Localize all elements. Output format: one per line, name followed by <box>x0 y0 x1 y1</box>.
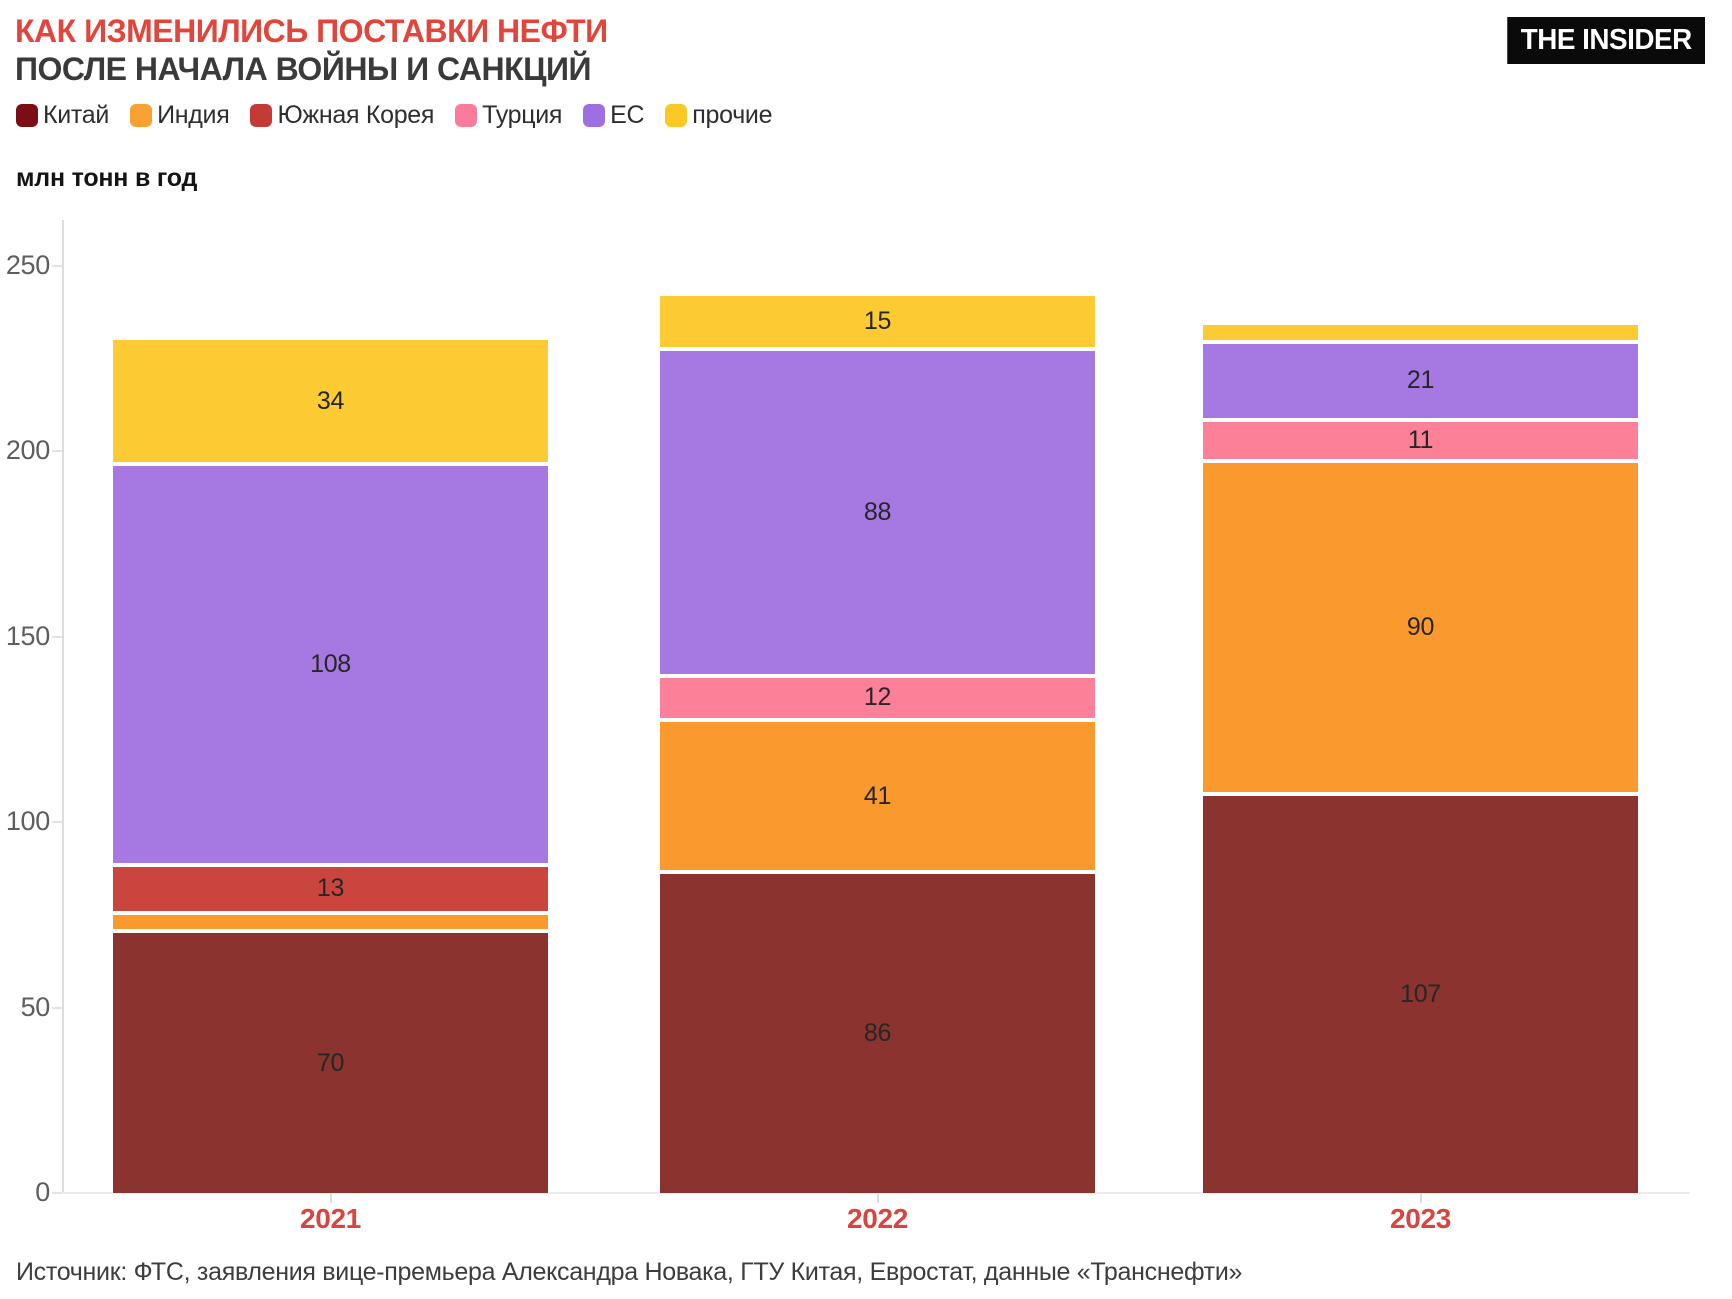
legend-swatch <box>16 104 38 127</box>
legend-swatch <box>583 104 606 127</box>
legend-item-Китай: Китай <box>16 101 109 130</box>
legend-swatch <box>130 104 153 127</box>
bar-segment-Турция-2023: 11 <box>1203 421 1638 463</box>
legend-label: Индия <box>157 101 230 129</box>
segment-value-label: 108 <box>310 649 351 678</box>
segment-value-label: 34 <box>316 386 345 415</box>
legend-swatch <box>455 104 478 127</box>
segment-value-label: 41 <box>863 781 892 810</box>
segment-value-label: 70 <box>316 1048 345 1077</box>
bar-segment-прочие-2023 <box>1203 325 1638 344</box>
x-axis-year-label-2021: 2021 <box>299 1203 362 1234</box>
bar-segment-Южная Корея-2021: 13 <box>113 866 548 915</box>
y-tick-label: 200 <box>5 435 50 466</box>
legend-label: Китай <box>43 101 110 129</box>
legend-swatch <box>665 104 688 127</box>
y-tick-label: 250 <box>5 250 50 280</box>
segment-value-label: 12 <box>863 683 892 712</box>
bar-segment-Индия-2023: 90 <box>1203 462 1638 797</box>
legend-item-Индия: Индия <box>130 101 230 130</box>
x-axis-baseline <box>62 1192 1690 1194</box>
legend-label: ЕС <box>610 101 645 129</box>
segment-value-label: 88 <box>863 497 892 526</box>
legend-item-Южная Корея: Южная Корея <box>250 101 434 130</box>
x-tick-mark <box>1419 1194 1422 1203</box>
chart-title-line1: КАК ИЗМЕНИЛИСЬ ПОСТАВКИ НЕФТИ <box>15 13 608 49</box>
bar-segment-прочие-2021: 34 <box>113 340 548 467</box>
chart-title: КАК ИЗМЕНИЛИСЬ ПОСТАВКИ НЕФТИ ПОСЛЕ НАЧА… <box>15 12 608 88</box>
segment-value-label: 13 <box>316 874 345 903</box>
legend-label: Турция <box>482 101 563 129</box>
bar-segment-прочие-2022: 15 <box>660 295 1095 352</box>
x-tick-mark <box>329 1194 332 1203</box>
y-tick-mark <box>52 635 62 638</box>
bar-segment-Индия-2021 <box>113 914 548 934</box>
y-tick-mark <box>52 1192 62 1194</box>
legend-item-прочие: прочие <box>665 101 772 130</box>
x-axis-year-label-2022: 2022 <box>846 1203 909 1234</box>
chart-legend: Китай Индия Южная Корея Турция ЕС прочие <box>16 101 772 130</box>
segment-value-label: 15 <box>863 306 892 335</box>
source-attribution: Источник: ФТС, заявления вице-премьера А… <box>16 1258 1243 1286</box>
bar-segment-Китай-2022: 86 <box>660 874 1095 1193</box>
segment-value-label: 11 <box>1407 425 1434 454</box>
y-axis-line <box>62 220 64 1193</box>
x-axis-year-label-2023: 2023 <box>1389 1203 1452 1234</box>
the-insider-logo: THE INSIDER <box>1507 17 1705 64</box>
legend-swatch <box>250 104 273 127</box>
segment-value-label: 90 <box>1406 612 1435 641</box>
legend-item-Турция: Турция <box>455 101 562 130</box>
bar-segment-ЕС-2022: 88 <box>660 351 1095 678</box>
y-tick-label: 100 <box>5 806 50 837</box>
y-tick-mark <box>52 1006 62 1009</box>
segment-value-label: 107 <box>1400 980 1441 1009</box>
chart-title-line2: ПОСЛЕ НАЧАЛА ВОЙНЫ И САНКЦИЙ <box>15 51 591 87</box>
bar-segment-Китай-2023: 107 <box>1203 796 1638 1193</box>
y-tick-label: 150 <box>5 620 50 651</box>
legend-item-ЕС: ЕС <box>583 101 645 130</box>
bar-segment-Турция-2022: 12 <box>660 677 1095 723</box>
segment-value-label: 86 <box>863 1019 892 1048</box>
bar-segment-Индия-2022: 41 <box>660 722 1095 875</box>
y-tick-label: 50 <box>20 991 51 1022</box>
y-axis-units-label: млн тонн в год <box>16 164 198 192</box>
bar-segment-ЕС-2023: 21 <box>1203 343 1638 422</box>
y-tick-mark <box>52 821 62 824</box>
x-tick-mark <box>876 1194 879 1203</box>
bar-segment-ЕС-2021: 108 <box>113 466 548 867</box>
y-tick-label: 0 <box>35 1177 50 1207</box>
legend-label: Южная Корея <box>277 101 435 129</box>
y-tick-mark <box>52 450 62 453</box>
y-tick-mark <box>52 265 62 267</box>
legend-label: прочие <box>692 101 773 129</box>
bar-segment-Китай-2021: 70 <box>113 933 548 1193</box>
segment-value-label: 21 <box>1406 366 1435 395</box>
